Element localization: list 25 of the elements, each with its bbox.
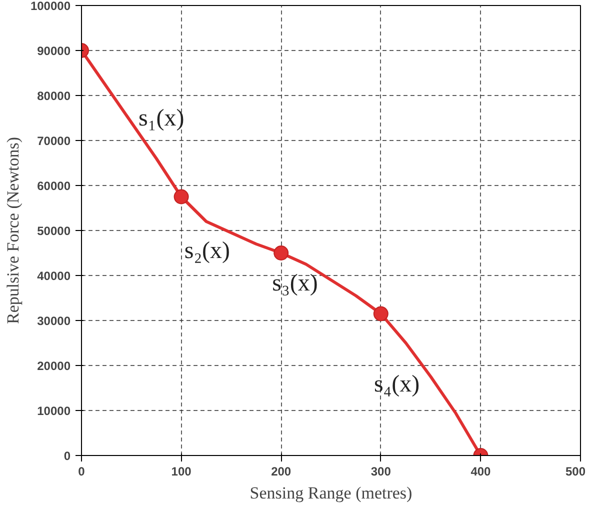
point [274,246,289,260]
x-tick-label: 0 [78,464,86,478]
y-tick-label: 10000 [37,404,71,418]
y-tick-label: 90000 [37,44,71,58]
y-axis-title: Repulsive Force (Newtons) [3,137,22,324]
y-tick-label: 60000 [37,179,71,193]
x-axis-title: Sensing Range (metres) [250,484,412,502]
y-tick-label: 30000 [37,314,71,328]
annotation: s₁(x) [138,106,184,132]
x-tick-label: 500 [565,464,586,478]
y-tick-label: 80000 [37,89,71,103]
y-tick-label: 0 [64,449,71,463]
annotation: s₄(x) [374,372,420,398]
y-tick-label: 100000 [30,0,71,13]
y-tick-label: 40000 [37,269,71,283]
x-tick-label: 300 [370,464,392,478]
x-tick-label: 100 [171,464,192,478]
x-tick-label: 400 [470,464,492,478]
y-tick-label: 70000 [37,134,71,148]
y-tick-label: 50000 [37,224,71,238]
annotation: s₃(x) [272,270,318,296]
point [373,306,388,322]
y-tick-label: 20000 [37,359,71,373]
x-tick-label: 200 [271,464,292,478]
annotation: s₂(x) [184,238,230,264]
